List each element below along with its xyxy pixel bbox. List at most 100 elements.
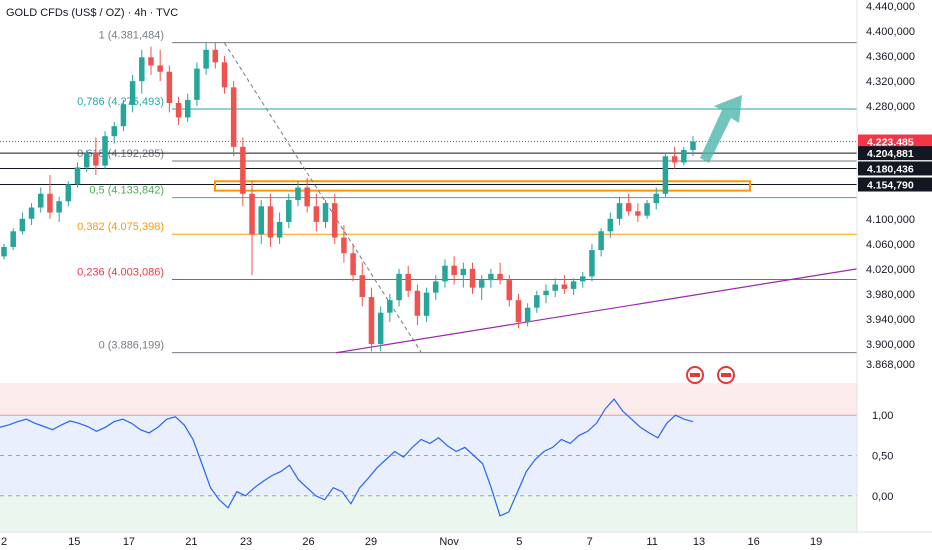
candle-body[interactable] (497, 273, 503, 281)
candle-body[interactable] (1, 246, 7, 257)
candle-body[interactable] (414, 290, 421, 316)
candle-body[interactable] (322, 203, 329, 222)
candle-body[interactable] (139, 57, 145, 82)
candle-body[interactable] (331, 203, 338, 238)
time-axis-label: 15 (68, 536, 80, 548)
fib-level-label: 0,5 (4.133,842) (89, 185, 164, 197)
candle-body[interactable] (405, 273, 411, 291)
candle-body[interactable] (433, 281, 439, 293)
candle-body[interactable] (184, 99, 191, 118)
price-badge (858, 134, 932, 149)
time-axis-label: 11 (646, 536, 657, 548)
candle-body[interactable] (377, 312, 384, 344)
candle-body[interactable] (350, 253, 356, 276)
candle-body[interactable] (616, 203, 623, 219)
candle-body[interactable] (368, 297, 375, 344)
candle-body[interactable] (111, 126, 117, 137)
candle-body[interactable] (515, 300, 522, 323)
price-axis-label: 4.400,000 (866, 26, 915, 38)
candle-body[interactable] (423, 292, 430, 316)
candle-body[interactable] (74, 167, 81, 185)
candle-body[interactable] (10, 231, 16, 247)
projection-arrow[interactable] (700, 95, 742, 163)
candle-body[interactable] (129, 81, 136, 105)
candle-body[interactable] (589, 250, 595, 277)
candle-body[interactable] (580, 276, 586, 282)
candle-body[interactable] (166, 71, 173, 104)
candle-body[interactable] (93, 153, 99, 166)
candle-body[interactable] (671, 156, 678, 163)
candle-body[interactable] (625, 203, 632, 212)
fib-level-label: 0,786 (4.275,493) (77, 96, 164, 108)
candle-body[interactable] (396, 273, 402, 301)
candle-body[interactable] (451, 265, 457, 276)
resistance-zone-box[interactable] (214, 180, 751, 192)
candle-body[interactable] (65, 184, 72, 202)
candle-body[interactable] (276, 221, 283, 238)
candle-body[interactable] (148, 57, 154, 66)
candle-body[interactable] (47, 193, 53, 213)
candle-body[interactable] (19, 218, 26, 232)
candle-body[interactable] (635, 211, 641, 216)
ascending-trendline[interactable] (335, 268, 858, 354)
candle-body[interactable] (221, 62, 228, 88)
candle-body[interactable] (506, 280, 513, 301)
fib-level-label: 1 (4.381,484) (99, 30, 164, 42)
candle-body[interactable] (230, 87, 237, 147)
candle-body[interactable] (488, 273, 494, 281)
fib-trend-line[interactable] (224, 42, 422, 354)
candle-body[interactable] (286, 200, 292, 222)
fib-level-label: 0,382 (4.075,398) (77, 221, 164, 233)
candle-body[interactable] (341, 237, 347, 254)
candle-body[interactable] (249, 193, 255, 235)
candle-body[interactable] (607, 218, 614, 232)
price-badge (858, 146, 932, 161)
candle-body[interactable] (681, 149, 687, 163)
candle-body[interactable] (524, 307, 531, 323)
candle-body[interactable] (460, 268, 467, 276)
candle-body[interactable] (56, 201, 62, 213)
candle-body[interactable] (552, 284, 558, 291)
candle-body[interactable] (387, 300, 393, 313)
candle-body[interactable] (442, 265, 448, 282)
candle-body[interactable] (570, 281, 577, 289)
candle-body[interactable] (478, 280, 485, 288)
candle-body[interactable] (212, 49, 219, 63)
candle-body[interactable] (240, 146, 246, 194)
candle-body[interactable] (194, 68, 200, 100)
flag-icon (721, 373, 731, 377)
candle-body[interactable] (598, 231, 604, 251)
price-axis-label: 3.940,000 (866, 314, 915, 326)
time-axis-label: 19 (810, 536, 822, 548)
candle-body[interactable] (203, 49, 209, 69)
candle-body[interactable] (313, 206, 320, 222)
candle-body[interactable] (690, 141, 696, 150)
candle-body[interactable] (157, 65, 163, 72)
candle-body[interactable] (175, 103, 182, 118)
candle-body[interactable] (662, 156, 669, 194)
chart-title: GOLD CFDs (US$ / OZ) · 4h · TVC (6, 7, 178, 19)
time-axis-label: 2 (1, 536, 7, 548)
time-axis-label: Nov (439, 536, 459, 548)
candle-body[interactable] (28, 207, 35, 219)
price-badge-label: 4.180,436 (867, 163, 914, 175)
candle-body[interactable] (359, 275, 366, 298)
candle-body[interactable] (267, 206, 274, 238)
candle-body[interactable] (304, 187, 310, 207)
candle-body[interactable] (258, 206, 264, 235)
candle-body[interactable] (469, 268, 476, 288)
candle-body[interactable] (83, 153, 90, 168)
candle-body[interactable] (644, 203, 650, 216)
candle-body[interactable] (653, 193, 660, 204)
price-axis-label: 4.020,000 (866, 264, 915, 276)
candle-body[interactable] (37, 193, 44, 208)
candle-body[interactable] (120, 104, 127, 127)
candle-body[interactable] (295, 187, 301, 201)
candle-body[interactable] (534, 295, 540, 308)
price-axis-label: 4.320,000 (866, 76, 915, 88)
candle-body[interactable] (561, 284, 568, 289)
candle-body[interactable] (102, 136, 108, 166)
candle-body[interactable] (543, 290, 549, 296)
